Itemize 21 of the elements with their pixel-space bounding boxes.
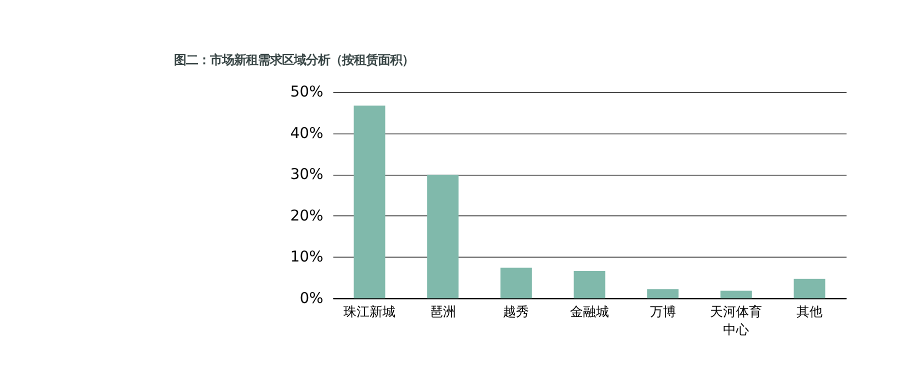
x-tick-label: 其他 (796, 305, 823, 320)
x-tick-label: 万博 (650, 305, 676, 320)
x-tick-label: 天河体育中心 (710, 304, 762, 338)
bar (427, 174, 459, 298)
bar (794, 278, 826, 298)
y-tick-label: 20% (290, 206, 324, 224)
x-tick-label: 琶洲 (430, 305, 456, 320)
y-tick-label: 30% (290, 165, 324, 184)
bar (500, 268, 532, 298)
y-tick-label: 50% (290, 82, 324, 101)
y-tick-label: 0% (300, 288, 324, 307)
x-tick-label: 越秀 (503, 305, 530, 320)
y-tick-label: 10% (290, 248, 324, 266)
y-tick-label: 40% (290, 124, 324, 142)
chart-title: 图二：市场新租需求区域分析（按租赁面积） (174, 52, 414, 67)
bar (647, 289, 679, 298)
bar (720, 290, 752, 298)
bar (354, 106, 386, 298)
x-tick-label: 金融城 (570, 305, 610, 320)
bar (574, 270, 606, 298)
x-tick-label: 珠江新城 (344, 305, 396, 320)
